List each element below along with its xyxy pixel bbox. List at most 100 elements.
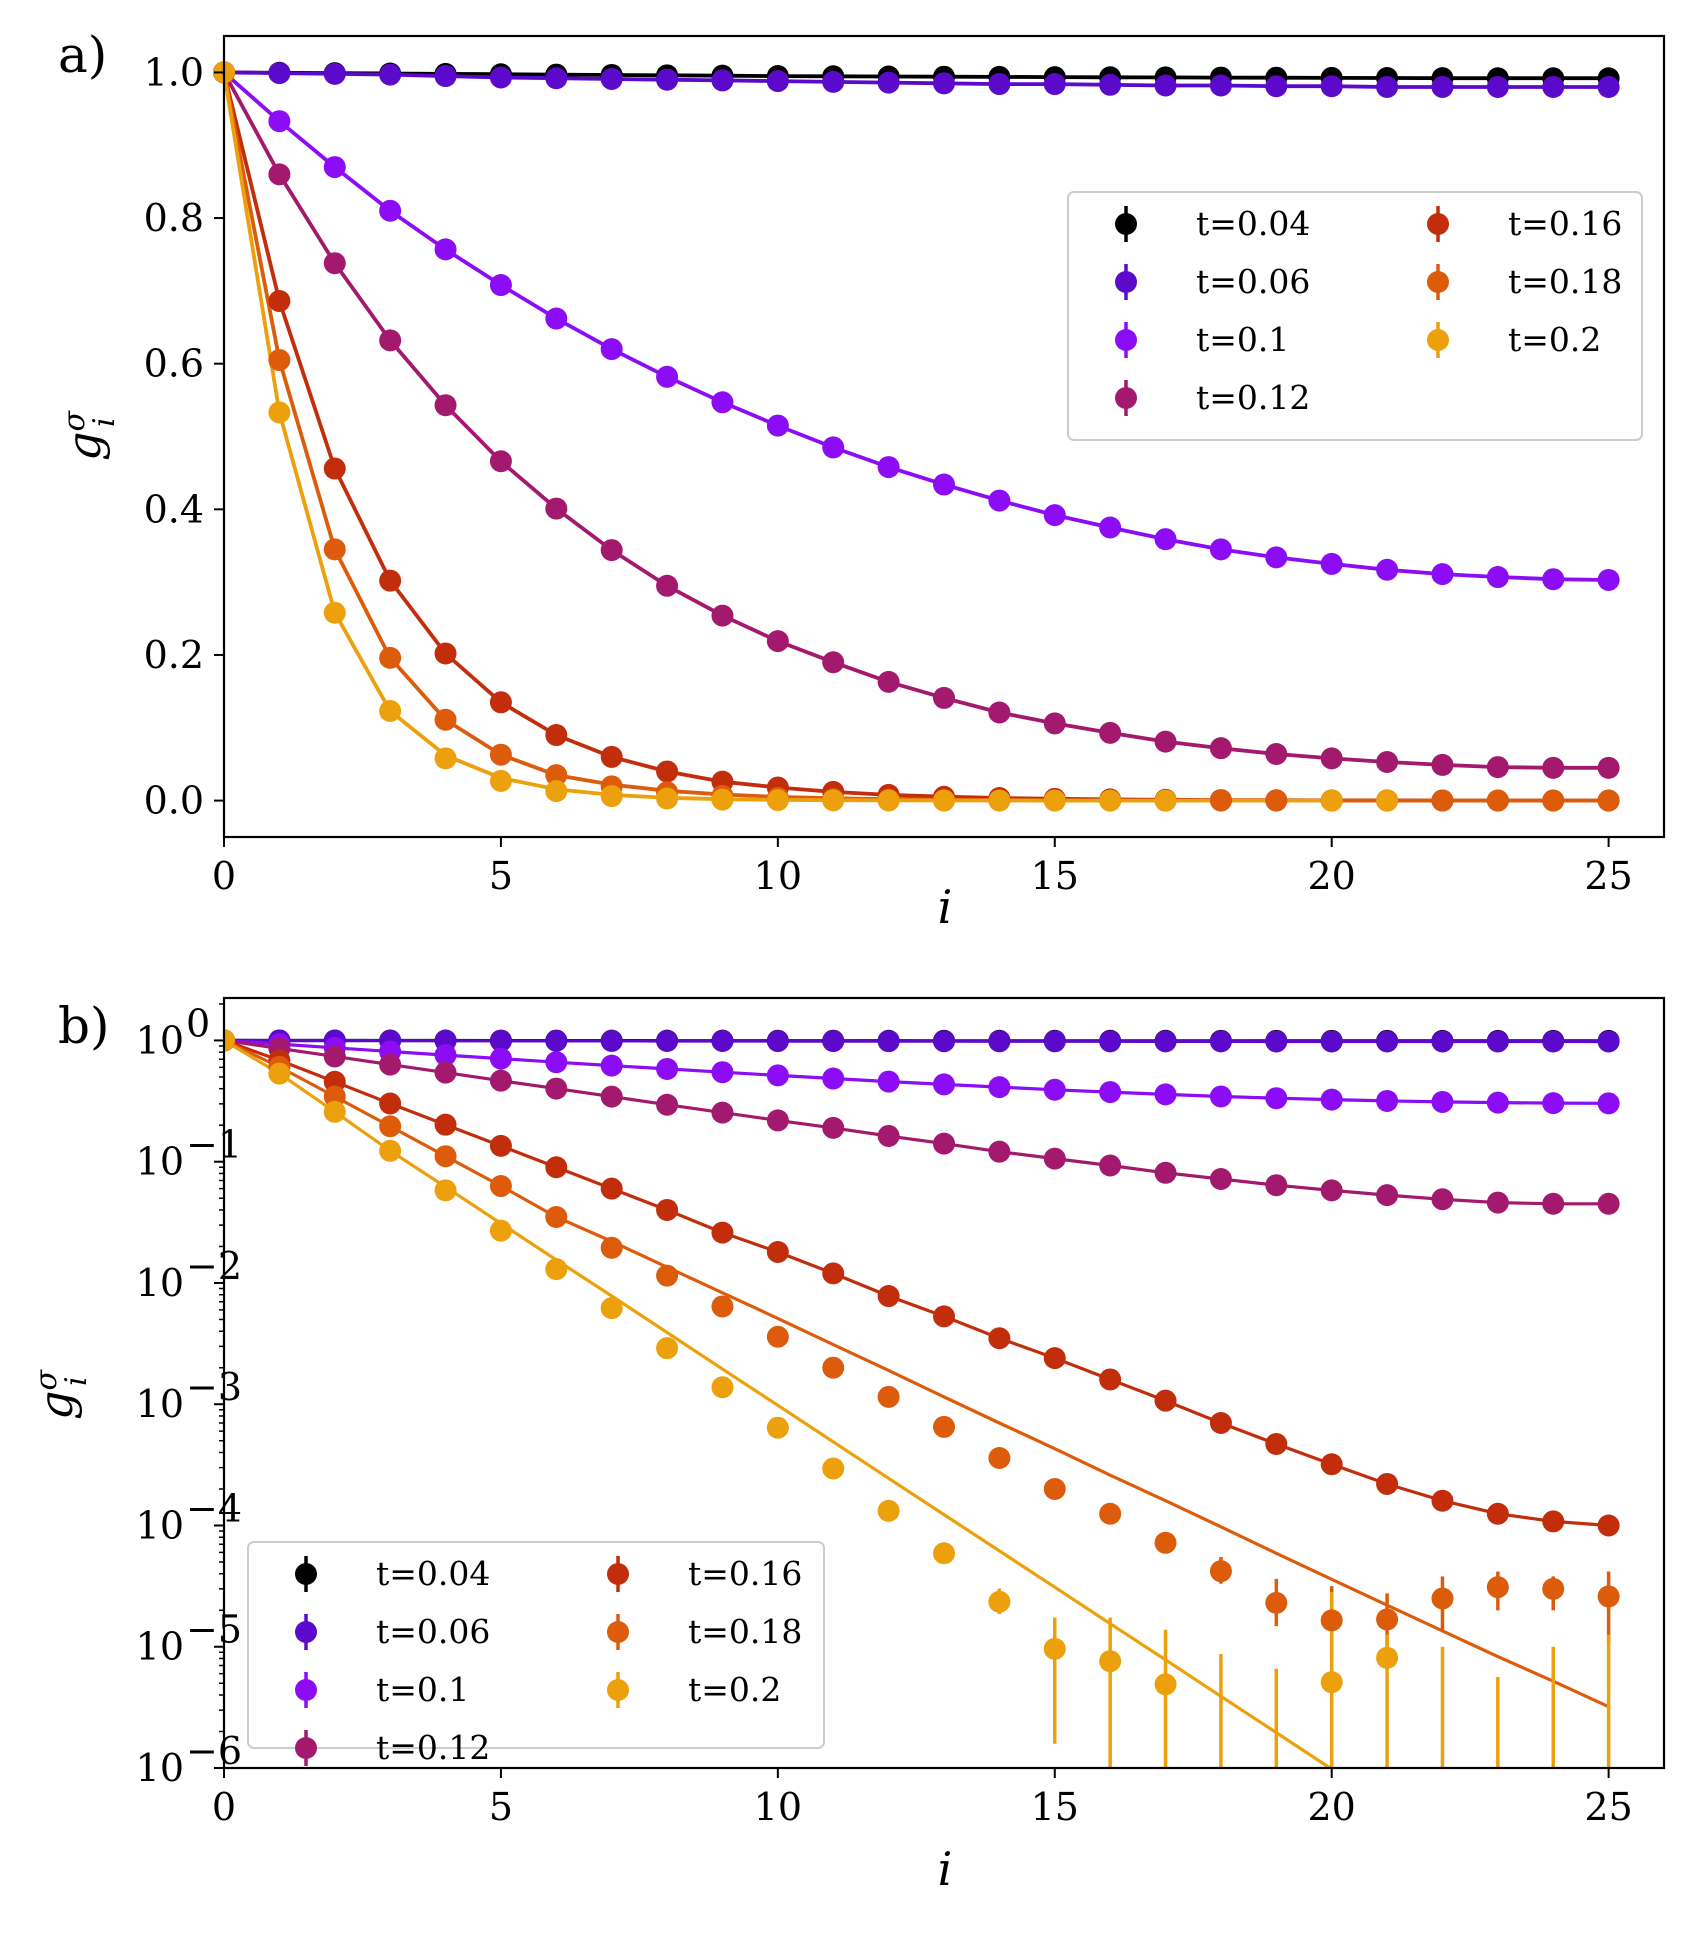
- a-point-2: [1486, 566, 1509, 589]
- b-point-1: [1431, 1030, 1454, 1053]
- b-point-4: [1542, 1510, 1565, 1533]
- b-point-2: [1320, 1088, 1343, 1111]
- a-point-5: [1209, 789, 1232, 812]
- b-point-5: [1043, 1477, 1066, 1500]
- a-point-3: [1099, 721, 1122, 744]
- a-point-4: [656, 760, 679, 783]
- a-point-2: [545, 307, 568, 330]
- b-point-2: [1265, 1087, 1288, 1110]
- a-point-1: [1154, 74, 1177, 97]
- b-point-2: [545, 1051, 568, 1074]
- a-point-1: [489, 66, 512, 89]
- b-point-3: [988, 1140, 1011, 1163]
- a-point-6: [1043, 789, 1066, 812]
- b-point-6: [434, 1179, 457, 1202]
- legend-marker-icon: [607, 1563, 629, 1585]
- b-point-2: [1209, 1085, 1232, 1108]
- b-point-3: [1542, 1192, 1565, 1215]
- a-point-1: [933, 72, 955, 95]
- b-point-3: [545, 1077, 568, 1100]
- a-point-4: [545, 724, 568, 747]
- legend-label: t=0.06: [376, 1612, 490, 1651]
- b-point-4: [933, 1305, 955, 1328]
- a-point-1: [434, 65, 457, 88]
- b-point-3: [1043, 1147, 1066, 1170]
- b-point-6: [224, 1029, 235, 1052]
- a-point-6: [711, 788, 734, 811]
- b-point-3: [323, 1045, 346, 1068]
- b-ytick-exponent: 0: [186, 1001, 210, 1045]
- a-point-6: [822, 789, 845, 812]
- a-point-3: [1376, 750, 1399, 773]
- b-point-2: [1043, 1078, 1066, 1101]
- a-point-6: [489, 769, 512, 792]
- b-ytick-exponent: −3: [186, 1365, 242, 1409]
- b-point-4: [877, 1285, 900, 1308]
- b-point-1: [711, 1030, 734, 1053]
- a-point-4: [434, 642, 457, 665]
- legend-label: t=0.12: [1196, 378, 1310, 417]
- a-point-2: [323, 156, 346, 179]
- a-point-3: [711, 604, 734, 627]
- b-point-3: [1597, 1192, 1620, 1215]
- b-point-2: [766, 1064, 789, 1087]
- b-point-5: [545, 1205, 568, 1228]
- legend-marker-icon: [1115, 271, 1137, 293]
- a-point-1: [1542, 75, 1565, 98]
- b-point-4: [1431, 1489, 1454, 1512]
- a-point-1: [1043, 73, 1066, 96]
- b-series-line-1: [224, 1038, 1609, 1044]
- b-xtick-label: 25: [1584, 1785, 1632, 1829]
- legend-marker-icon: [1427, 329, 1449, 351]
- b-point-2: [1542, 1092, 1565, 1115]
- a-point-2: [1043, 504, 1066, 527]
- legend-frame: [247, 1541, 825, 1749]
- a-point-6: [323, 601, 346, 624]
- b-point-5: [379, 1115, 402, 1138]
- a-point-2: [766, 414, 789, 437]
- b-ytick-exponent: −2: [186, 1244, 242, 1288]
- b-point-5: [489, 1175, 512, 1198]
- a-point-6: [766, 789, 789, 812]
- b-point-4: [600, 1177, 623, 1200]
- a-ytick-label: 0.4: [144, 487, 204, 531]
- a-point-5: [1597, 789, 1620, 812]
- b-point-5: [434, 1145, 457, 1168]
- b-point-3: [379, 1053, 402, 1076]
- a-point-2: [268, 110, 291, 133]
- b-point-5: [1431, 1587, 1454, 1610]
- b-point-3: [1099, 1154, 1122, 1177]
- a-point-2: [711, 391, 734, 414]
- b-point-3: [1209, 1168, 1232, 1191]
- a-point-2: [379, 199, 402, 222]
- a-point-2: [1265, 546, 1288, 569]
- a-point-5: [489, 743, 512, 766]
- a-point-5: [545, 764, 568, 787]
- a-point-1: [1320, 75, 1343, 98]
- b-point-4: [988, 1327, 1011, 1350]
- b-point-6: [489, 1219, 512, 1242]
- a-point-6: [434, 747, 457, 770]
- panel-b-label: b): [58, 997, 110, 1055]
- a-point-4: [489, 691, 512, 714]
- b-point-3: [1154, 1161, 1177, 1184]
- a-point-3: [1209, 737, 1232, 760]
- b-point-5: [600, 1236, 623, 1259]
- b-point-5: [656, 1264, 679, 1287]
- b-point-5: [1486, 1576, 1509, 1599]
- b-point-4: [822, 1262, 845, 1285]
- b-point-1: [1154, 1030, 1177, 1053]
- panel-a-frame: [222, 34, 1666, 839]
- a-point-5: [1486, 789, 1509, 812]
- legend-label: t=0.04: [376, 1554, 490, 1593]
- a-xtick-label: 5: [489, 854, 513, 898]
- b-point-4: [1209, 1412, 1232, 1435]
- panel-a-legend: t=0.04 t=0.06 t=0.1 t=0.12 t=0.16 t=0.18 t=0.2: [1067, 191, 1643, 441]
- panel-b-legend: t=0.04 t=0.06 t=0.1 t=0.12 t=0.16 t=0.18 t=0.2: [247, 1541, 825, 1767]
- b-point-1: [933, 1030, 955, 1053]
- svg-text:gσi: gσi: [29, 1369, 94, 1420]
- b-point-4: [545, 1156, 568, 1179]
- b-xtick-label: 0: [212, 1785, 236, 1829]
- svg-text:gσi: gσi: [57, 410, 122, 461]
- b-point-2: [434, 1044, 457, 1067]
